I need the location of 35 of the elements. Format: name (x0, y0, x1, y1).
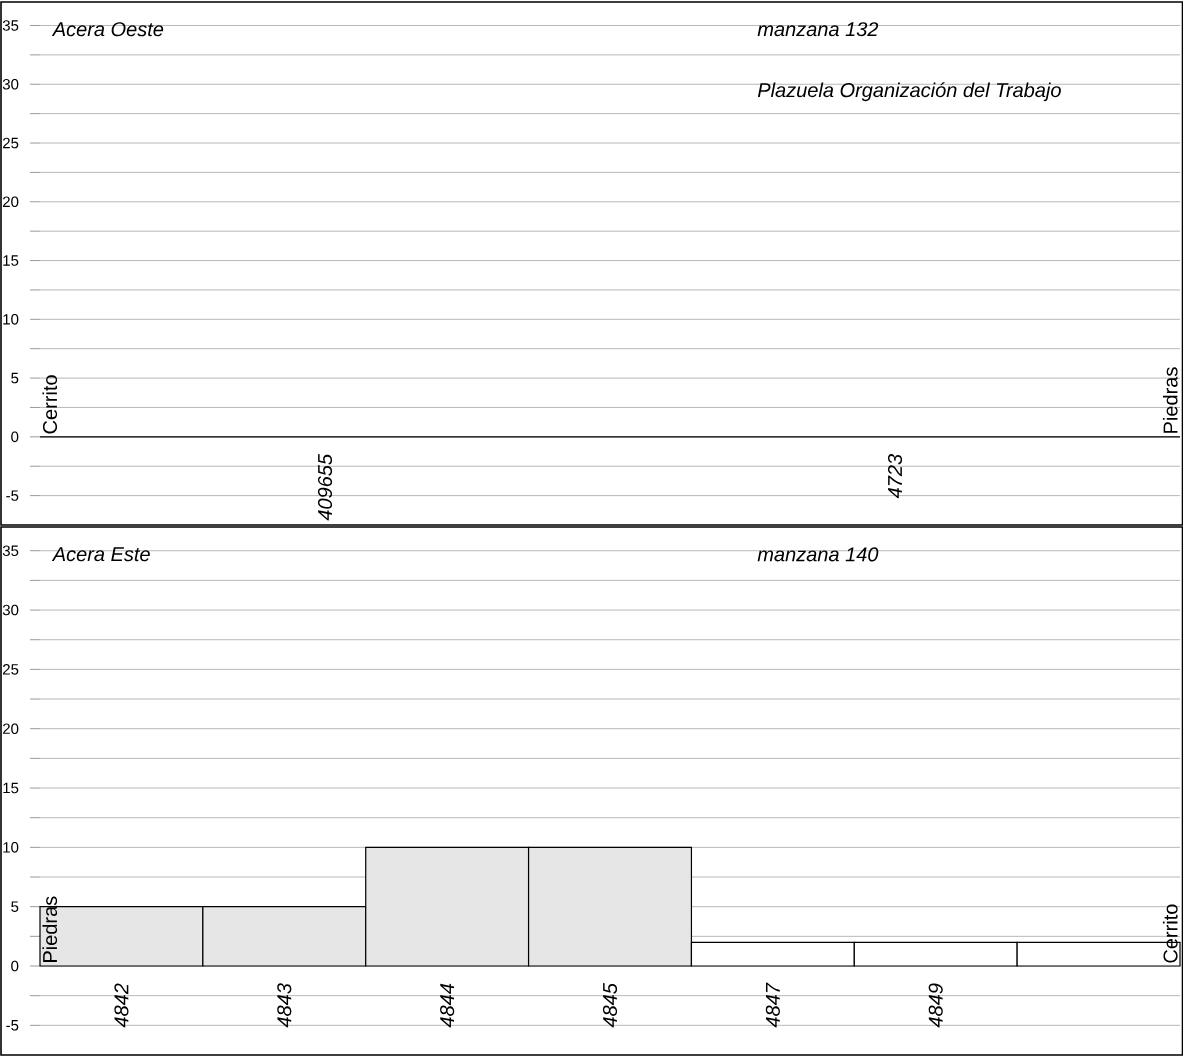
y-tick-label: 35 (2, 20, 19, 31)
y-tick-label: 5 (11, 901, 19, 912)
x-tick-label: 4845 (602, 983, 618, 1028)
y-tick-label: 25 (3, 137, 19, 149)
y-axis-title: Piedras (42, 896, 58, 962)
y-tick-label: 0 (11, 431, 19, 443)
text: manzana 132 (757, 22, 879, 37)
x-tick-label: 4844 (440, 983, 455, 1028)
x-tick-label: 4847 (765, 982, 780, 1028)
y2-axis-title: Piedras (1162, 367, 1178, 433)
y-tick-label: 10 (3, 314, 19, 325)
y-tick-label: -5 (6, 490, 19, 501)
x-tick-label: 4723 (887, 454, 903, 499)
y-tick-label: 20 (3, 723, 19, 735)
y-tick-label: 25 (3, 664, 19, 675)
text: Acera Este (51, 547, 150, 562)
y-tick-label: 15 (3, 255, 19, 266)
y-tick-label: 5 (11, 372, 19, 384)
y-tick-label: 35 (2, 545, 19, 557)
text: Acera Oeste (51, 22, 164, 37)
y-tick-label: 30 (2, 604, 19, 616)
y-tick-label: -5 (6, 1020, 19, 1031)
annotation: Plazuela Organización del Trabajo (757, 82, 1061, 102)
y-tick-label: 20 (3, 196, 19, 208)
x-tick-label: 4849 (928, 983, 943, 1028)
y-axis-title: Cerrito (42, 375, 58, 434)
x-tick-label: 4843 (277, 983, 292, 1028)
y-tick-label: 30 (2, 78, 19, 90)
y-tick-label: 15 (3, 782, 19, 794)
y-tick-label: 10 (3, 842, 19, 853)
text: manzana 140 (757, 547, 879, 562)
y2-axis-title: Cerrito (1162, 904, 1178, 963)
x-tick-label: 4842 (114, 983, 129, 1028)
x-tick-label: 409655 (317, 453, 333, 521)
y-tick-label: 0 (11, 960, 19, 972)
